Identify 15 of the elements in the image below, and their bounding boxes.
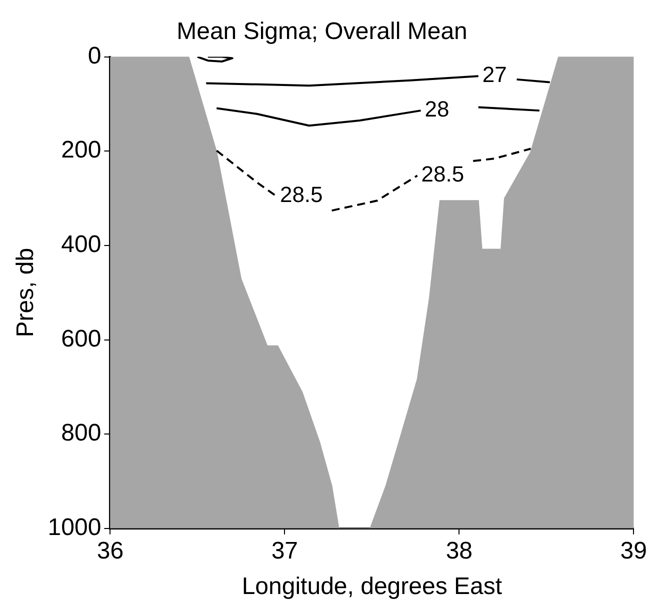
chart-title: Mean Sigma; Overall Mean [176,18,468,46]
y-tick-label: 400 [61,231,102,258]
y-tick-label: 0 [88,42,102,70]
x-axis-title: Longitude, degrees East [242,573,502,600]
x-tick-label: 37 [271,537,298,564]
annotation: 28.5 [421,162,464,187]
y-tick-label: 600 [61,325,102,352]
annotation: 28.5 [280,182,323,207]
annotation: 28 [424,96,450,122]
y-axis-title: Pres, db [12,248,40,338]
x-tick-label: 38 [446,537,473,564]
x-tick-label: 39 [620,537,648,564]
y-tick-label: 200 [61,136,102,164]
y-tick-label: 800 [61,420,102,447]
annotation: 27 [482,62,507,88]
